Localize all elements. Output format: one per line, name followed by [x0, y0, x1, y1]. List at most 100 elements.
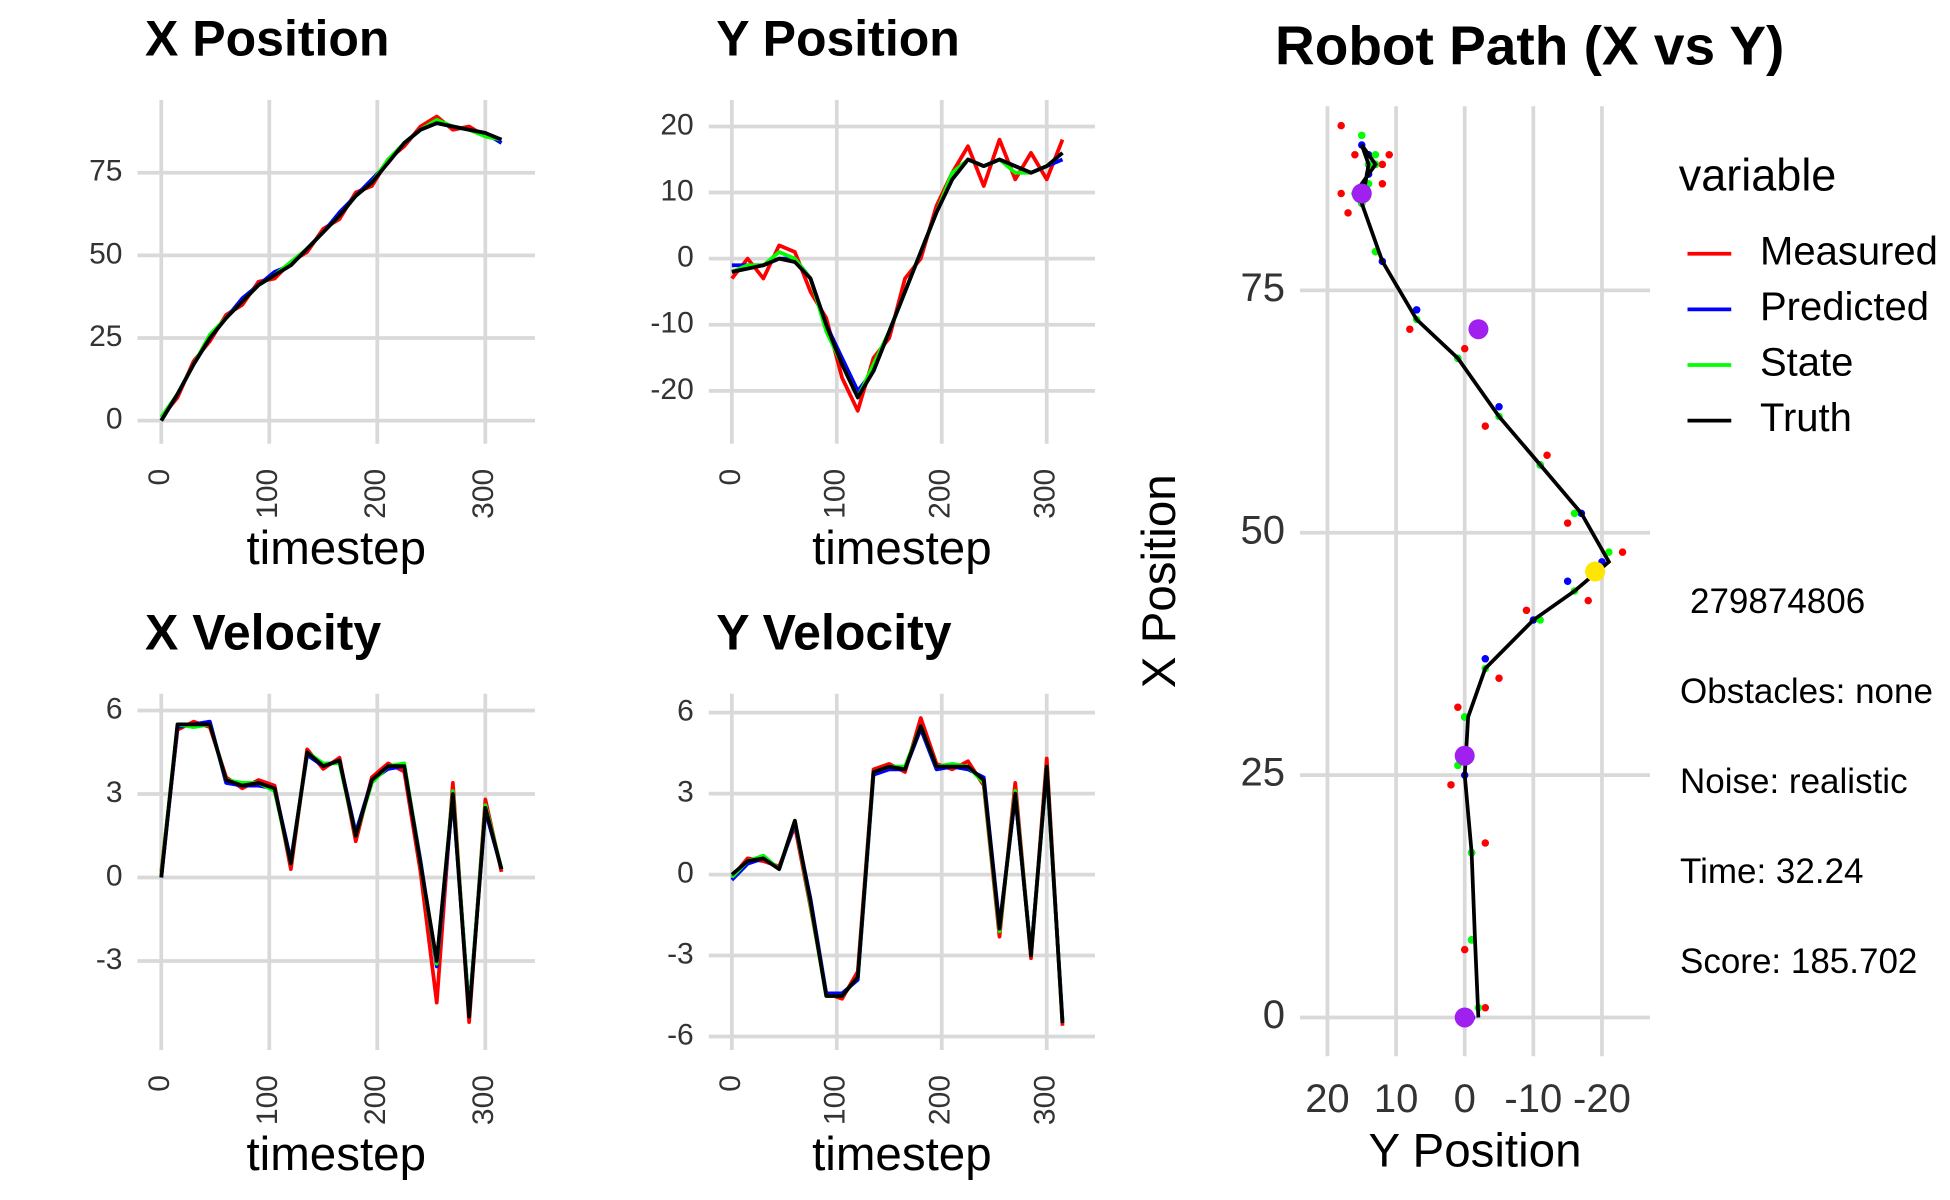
path-point [1618, 548, 1627, 556]
series-line [730, 137, 1065, 413]
legend-title: variable [1679, 150, 1837, 201]
x-axis-label: timestep [812, 522, 992, 575]
y-tick-label: 0 [106, 859, 123, 892]
path-point [1481, 422, 1490, 430]
path-point [1481, 1004, 1490, 1012]
annotation: Noise: realistic [1680, 762, 1908, 801]
path-point [1584, 596, 1592, 605]
annotation: Score: 185.702 [1680, 942, 1917, 981]
series-line [731, 151, 1064, 400]
path-point [1522, 606, 1531, 615]
path-point [1460, 945, 1469, 954]
path-point [1358, 131, 1366, 140]
y-tick-label: -3 [667, 937, 694, 970]
legend-label: Measured [1760, 229, 1938, 273]
y-tick-label: 6 [106, 692, 123, 725]
legend-label: Predicted [1760, 285, 1929, 329]
y-tick-label: 6 [677, 695, 694, 728]
x-tick-label: 100 [819, 469, 852, 519]
series-line [159, 722, 504, 1019]
path-point [1495, 403, 1503, 411]
path-point [1337, 189, 1345, 198]
y-tick-label: 25 [89, 320, 122, 353]
path-point [1412, 306, 1421, 314]
y-tick-label: 20 [660, 108, 693, 141]
x-tick-label: -10 [1504, 1077, 1562, 1121]
x-tick-label: 0 [143, 1075, 176, 1092]
y-tick-label: 10 [660, 174, 693, 207]
chart-title: X Position [145, 11, 389, 67]
path-point [1460, 344, 1469, 353]
x-tick-label: -20 [1573, 1077, 1631, 1121]
legend-label: Truth [1760, 396, 1852, 440]
x-tick-label: 200 [359, 1075, 392, 1125]
x-axis-label: Y Position [1368, 1124, 1581, 1177]
chart-title: X Velocity [145, 604, 381, 660]
path-point [1543, 451, 1551, 459]
x-tick-label: 300 [467, 1075, 500, 1125]
path-point [1454, 703, 1462, 712]
series-line [730, 724, 1065, 1024]
y-tick-label: 50 [89, 237, 122, 270]
waypoint [1454, 745, 1475, 766]
x-axis-label: timestep [246, 1128, 426, 1181]
y-tick-label: -6 [667, 1018, 694, 1051]
path-point [1378, 180, 1387, 188]
x-tick-label: 200 [924, 1075, 957, 1125]
y-axis-label: X Position [1133, 474, 1186, 688]
x-tick-label: 300 [1029, 1075, 1062, 1125]
path-point [1371, 150, 1380, 159]
path-point [1344, 209, 1352, 217]
series-line [730, 716, 1065, 1026]
x-tick-label: 300 [467, 469, 500, 519]
annotation: Time: 32.24 [1680, 852, 1864, 891]
path-point [1481, 839, 1490, 847]
annotation: Obstacles: none [1680, 672, 1933, 711]
x-tick-label: 10 [1374, 1077, 1419, 1121]
y-tick-label: 75 [89, 155, 122, 188]
x-tick-label: 200 [924, 469, 957, 519]
path-point [1447, 781, 1455, 789]
path-point [1378, 160, 1387, 169]
chart-title: Y Position [716, 11, 960, 67]
y-tick-label: 0 [1263, 993, 1285, 1037]
path-point [1385, 150, 1393, 159]
x-tick-label: 0 [714, 1075, 747, 1092]
chart-title: Robot Path (X vs Y) [1275, 15, 1784, 77]
waypoint [1585, 561, 1606, 582]
x-tick-label: 0 [714, 469, 747, 486]
waypoint [1454, 1007, 1475, 1028]
x-tick-label: 0 [1454, 1077, 1476, 1121]
path-point [1481, 655, 1490, 663]
x-tick-label: 300 [1029, 469, 1062, 519]
series-line [159, 121, 503, 422]
x-tick-label: 0 [143, 469, 176, 486]
x-tick-label: 100 [819, 1075, 852, 1125]
y-tick-label: 0 [677, 856, 694, 889]
path-point [1563, 519, 1572, 527]
path-point [1570, 509, 1579, 518]
series-line [159, 722, 504, 1016]
series-line [731, 151, 1064, 400]
path-point [1605, 548, 1613, 556]
y-tick-label: 3 [106, 776, 123, 809]
series-line [159, 121, 503, 422]
waypoint [1468, 319, 1489, 340]
annotation: 279874806 [1690, 582, 1865, 621]
x-axis-label: timestep [812, 1128, 992, 1181]
path-point [1406, 325, 1414, 333]
x-tick-label: 100 [251, 1075, 284, 1125]
x-tick-label: 100 [251, 469, 284, 519]
y-tick-label: 0 [677, 241, 694, 274]
y-tick-label: -3 [96, 943, 123, 976]
y-tick-label: 0 [106, 403, 123, 436]
legend-label: State [1760, 341, 1853, 385]
path-point [1337, 121, 1345, 130]
x-tick-label: 20 [1305, 1077, 1349, 1121]
series-line [159, 114, 502, 419]
path-point [1351, 150, 1359, 159]
path-point [1495, 674, 1503, 682]
path-point [1563, 577, 1572, 585]
series-line [159, 118, 502, 419]
